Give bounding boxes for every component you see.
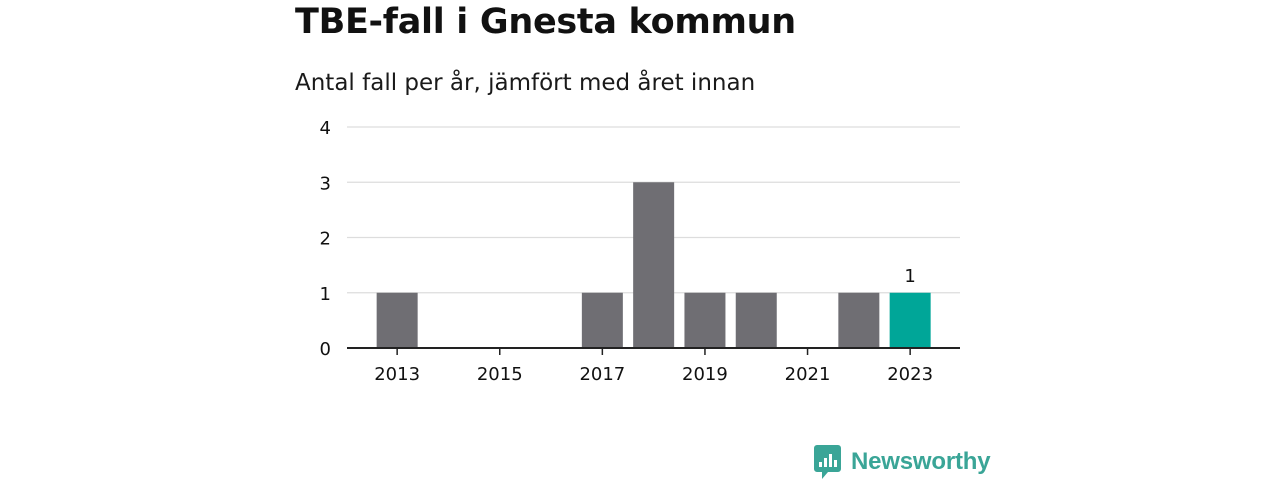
bar	[889, 292, 931, 348]
x-tick-label: 2023	[887, 364, 933, 385]
y-tick-label: 0	[320, 339, 331, 360]
bar	[838, 292, 880, 348]
y-tick-label: 3	[320, 173, 331, 194]
bar-chart: 0 1 2 3 4 1 2013 2015 2017 2019 2021 2023	[320, 118, 960, 385]
bar	[581, 292, 623, 348]
y-tick-label: 2	[320, 229, 331, 250]
bar	[735, 292, 777, 348]
bar	[684, 292, 726, 348]
chart-subtitle: Antal fall per år, jämfört med året inna…	[295, 70, 756, 96]
bar	[376, 292, 418, 348]
x-tick-label: 2021	[785, 364, 831, 385]
bar	[633, 182, 675, 348]
newsworthy-logo: Newsworthy	[814, 445, 991, 479]
data-label: 1	[904, 266, 915, 287]
newsworthy-logo-icon	[814, 445, 841, 479]
x-tick-label: 2013	[374, 364, 420, 385]
chart-title: TBE-fall i Gnesta kommun	[295, 2, 796, 42]
x-tick-label: 2017	[579, 364, 625, 385]
y-tick-label: 1	[320, 284, 331, 305]
x-tick-label: 2019	[682, 364, 728, 385]
y-tick-label: 4	[320, 118, 331, 139]
brand-name: Newsworthy	[851, 448, 991, 475]
x-tick-label: 2015	[477, 364, 523, 385]
